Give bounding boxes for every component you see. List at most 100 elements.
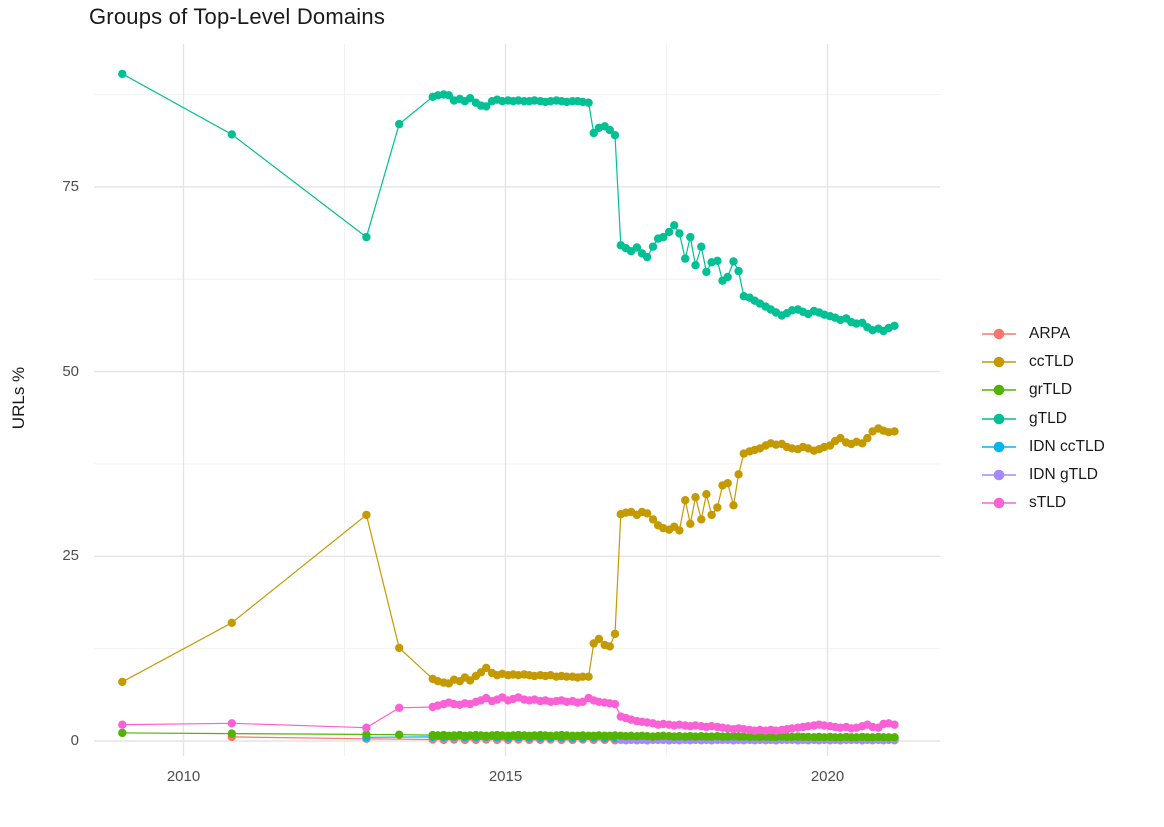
data-point-stld: [227, 719, 236, 728]
data-point-cctld: [605, 642, 614, 651]
data-point-gtld: [697, 242, 706, 251]
legend-key-icon: [982, 385, 1016, 396]
legend-item-grtld: grTLD: [980, 376, 1105, 404]
data-point-gtld: [648, 242, 658, 251]
data-point-cctld: [118, 677, 127, 687]
data-point-gtld: [890, 321, 899, 330]
data-point-cctld: [227, 618, 236, 627]
data-point-gtld: [584, 98, 593, 107]
data-point-grtld: [890, 733, 899, 742]
data-point-gtld: [227, 130, 236, 139]
data-point-gtld: [465, 94, 475, 103]
legend-key-icon: [982, 497, 1016, 509]
data-point-gtld: [589, 128, 598, 138]
data-point-cctld: [584, 672, 593, 681]
data-point-cctld: [686, 519, 695, 528]
data-point-gtld: [702, 267, 711, 277]
chart-title: Groups of Top-Level Domains: [89, 4, 386, 29]
data-point-cctld: [858, 439, 867, 448]
data-point-gtld: [734, 266, 743, 276]
data-point-gtld: [605, 125, 614, 135]
data-point-grtld: [227, 729, 236, 738]
data-point-gtld: [670, 221, 679, 230]
data-point-grtld: [362, 730, 371, 739]
data-point-gtld: [729, 257, 738, 266]
data-point-stld: [890, 720, 899, 729]
data-point-gtld: [723, 272, 732, 282]
y-tick-label: 50: [62, 362, 79, 380]
data-point-gtld: [482, 102, 491, 111]
data-point-stld: [118, 720, 127, 729]
data-point-stld: [395, 703, 404, 712]
data-point-gtld: [664, 227, 674, 237]
data-point-cctld: [643, 509, 652, 518]
data-point-cctld: [697, 515, 706, 524]
legend-key-icon: [982, 356, 1016, 368]
data-point-cctld: [610, 629, 620, 639]
data-point-gtld: [686, 232, 695, 242]
data-point-cctld: [863, 433, 872, 443]
data-point-cctld: [648, 515, 658, 524]
x-tick-label: 2020: [810, 768, 845, 785]
legend-label: gTLD: [1029, 409, 1067, 427]
legend-item-idn-cctld: IDN ccTLD: [980, 433, 1105, 461]
legend-key-icon: [982, 328, 1016, 340]
legend-label: sTLD: [1029, 494, 1067, 512]
data-point-gtld: [444, 91, 453, 100]
data-point-cctld: [890, 427, 899, 436]
data-point-cctld: [395, 643, 404, 653]
legend-key-icon: [982, 441, 1016, 453]
data-point-cctld: [707, 510, 716, 520]
data-point-cctld: [836, 433, 845, 443]
data-point-cctld: [713, 503, 722, 512]
data-point-cctld: [482, 663, 491, 673]
legend-item-stld: sTLD: [980, 489, 1105, 517]
data-point-gtld: [691, 261, 700, 270]
legend-label: grTLD: [1029, 381, 1073, 399]
data-point-cctld: [734, 470, 743, 479]
y-tick-label: 0: [70, 732, 79, 749]
data-point-grtld: [884, 733, 893, 742]
data-point-cctld: [675, 526, 684, 535]
data-point-gtld: [610, 131, 620, 140]
data-point-gtld: [395, 119, 404, 129]
data-point-gtld: [681, 254, 690, 263]
data-point-gtld: [659, 232, 668, 242]
data-point-gtld: [713, 256, 722, 265]
legend-item-idn-gtld: IDN gTLD: [980, 461, 1105, 489]
data-point-cctld: [681, 496, 690, 505]
data-point-cctld: [578, 672, 587, 681]
y-tick-label: 75: [62, 177, 79, 195]
legend-key-icon: [982, 413, 1016, 424]
data-point-cctld: [465, 676, 475, 685]
data-point-cctld: [702, 490, 711, 499]
legend-label: IDN gTLD: [1029, 466, 1098, 484]
data-point-gtld: [632, 243, 642, 252]
legend-label: IDN ccTLD: [1029, 437, 1105, 455]
legend-item-arpa: ARPA: [980, 320, 1105, 348]
data-point-cctld: [362, 510, 371, 520]
data-point-cctld: [691, 493, 700, 502]
legend-key-icon: [982, 469, 1016, 481]
data-point-grtld: [395, 730, 404, 739]
legend-label: ccTLD: [1029, 353, 1074, 371]
x-tick-label: 2010: [166, 768, 201, 785]
data-point-gtld: [675, 229, 684, 238]
data-point-stld: [362, 723, 371, 732]
series-line-gtld: [122, 73, 895, 332]
data-point-cctld: [594, 634, 604, 644]
legend: ARPA ccTLD grTLD gTLD IDN ccTLD IDN gTLD sTLD: [980, 320, 1105, 517]
data-point-cctld: [729, 501, 738, 510]
data-point-stld: [610, 699, 620, 709]
legend-label: ARPA: [1029, 325, 1071, 343]
data-point-gtld: [362, 232, 371, 242]
data-point-gtld: [643, 252, 652, 262]
data-point-cctld: [723, 479, 732, 488]
y-tick-label: 25: [62, 547, 79, 565]
data-point-gtld: [118, 69, 127, 79]
y-axis-title: URLs %: [9, 366, 28, 430]
data-point-grtld: [118, 728, 127, 738]
legend-item-cctld: ccTLD: [980, 348, 1105, 376]
